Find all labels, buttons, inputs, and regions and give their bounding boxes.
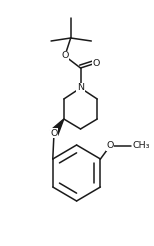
Text: O: O bbox=[93, 59, 100, 67]
Text: O: O bbox=[106, 141, 114, 151]
Text: N: N bbox=[77, 83, 84, 92]
Text: CH₃: CH₃ bbox=[133, 141, 150, 151]
Text: O: O bbox=[61, 51, 69, 61]
Polygon shape bbox=[50, 119, 64, 136]
Text: O: O bbox=[50, 128, 58, 138]
